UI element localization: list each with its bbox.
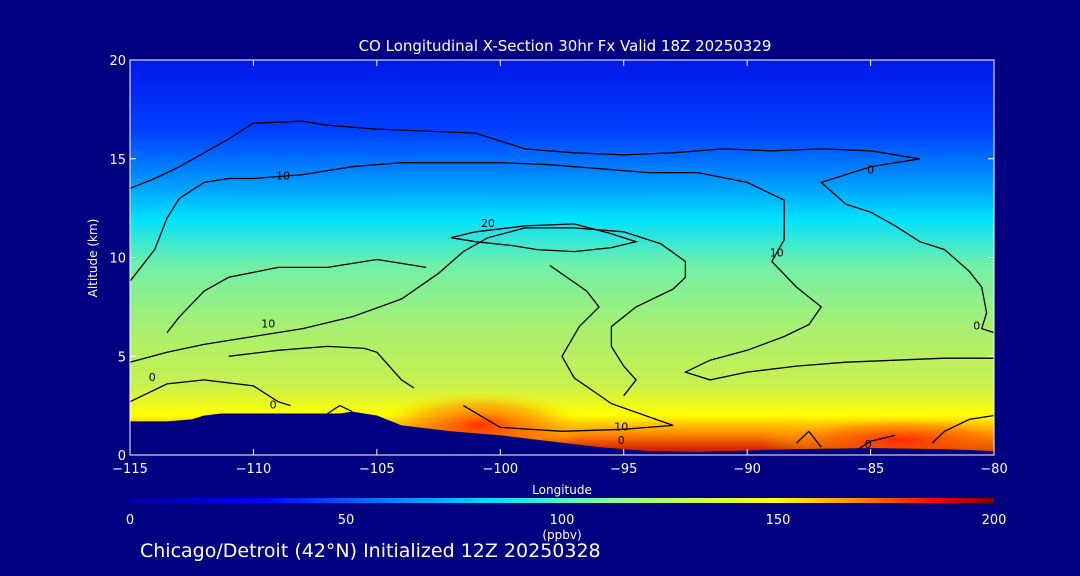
y-tick-label-2: 10 (109, 252, 126, 267)
contour-line-2 (130, 227, 687, 397)
contour-line-6 (130, 379, 291, 407)
contour-label-2: 10 (770, 247, 784, 260)
contour-line-3 (166, 258, 427, 334)
contour-label-6: 0 (973, 320, 980, 333)
contour-label-4: 10 (261, 318, 275, 331)
colorbar-tick-label-2: 100 (550, 513, 575, 528)
colorbar (130, 498, 994, 503)
surface-plume-east (760, 415, 994, 455)
contour-line-1 (130, 162, 994, 381)
y-axis-label: Altitude (km) (86, 219, 100, 298)
x-tick-label-5: −90 (733, 462, 760, 477)
contour-label-9: 0 (618, 434, 625, 447)
x-tick-label-3: −100 (482, 462, 518, 477)
y-tick-label-0: 0 (118, 449, 126, 464)
x-tick-label-2: −105 (359, 462, 395, 477)
colorbar-tick-label-0: 0 (126, 513, 134, 528)
x-tick-label-1: −110 (236, 462, 272, 477)
contour-label-0: 10 (276, 170, 290, 183)
x-axis: −115 −110 −105 −100 −95 −90 −85 −80 (112, 60, 1008, 477)
contour-lines (130, 120, 994, 450)
footer-caption: Chicago/Detroit (42°N) Initialized 12Z 2… (140, 540, 601, 562)
colorbar-tick-label-4: 200 (982, 513, 1007, 528)
chart-title: CO Longitudinal X-Section 30hr Fx Valid … (359, 37, 772, 55)
contour-line-10 (796, 430, 822, 448)
concentration-field (130, 60, 994, 455)
contour-label-1: 20 (481, 217, 495, 230)
x-tick-label-0: −115 (112, 462, 148, 477)
y-tick-label-3: 15 (109, 153, 126, 168)
y-axis: 0 5 10 15 20 (109, 54, 994, 464)
contour-label-10: 0 (865, 438, 872, 451)
contour-line-5 (450, 223, 639, 253)
x-axis-label: Longitude (532, 483, 592, 497)
contour-line-8 (462, 264, 674, 432)
contour-label-8: 10 (614, 420, 628, 433)
contour-label-7: 0 (270, 399, 277, 412)
colorbar-ticks: 0 50 100 150 200 (126, 513, 1007, 528)
y-tick-label-4: 20 (109, 54, 126, 69)
x-tick-label-7: −80 (980, 462, 1007, 477)
contour-line-7 (327, 404, 353, 415)
x-tick-label-4: −95 (610, 462, 637, 477)
contour-line-11 (857, 434, 896, 450)
contour-line-4 (228, 345, 415, 389)
contour-line-0 (130, 120, 994, 334)
y-tick-label-1: 5 (118, 350, 126, 365)
x-tick-label-6: −85 (857, 462, 884, 477)
colorbar-tick-label-1: 50 (338, 513, 355, 528)
colorbar-tick-label-3: 150 (766, 513, 791, 528)
terrain-mask (130, 411, 994, 455)
contour-line-9 (931, 414, 994, 444)
colorbar-label: (ppbv) (542, 528, 581, 542)
contour-label-5: 0 (149, 371, 156, 384)
contour-label-3: 0 (867, 164, 874, 177)
